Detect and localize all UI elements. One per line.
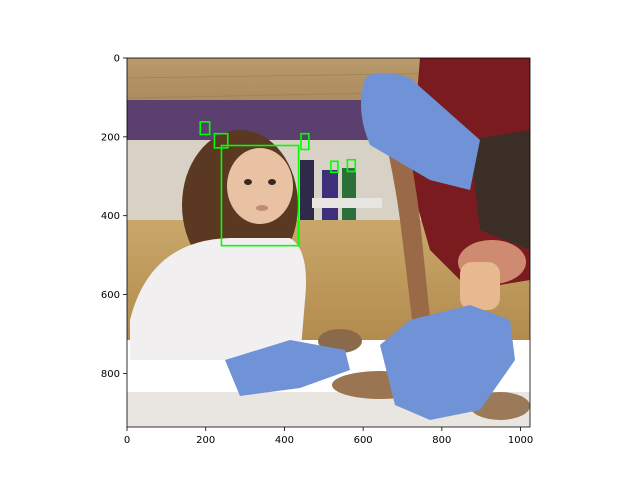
photo (127, 58, 530, 427)
x-tick-label: 0 (124, 435, 130, 446)
dark-sleeve (470, 130, 530, 250)
blue-glove-top (361, 73, 480, 190)
blue-glove-right (380, 305, 515, 420)
detection-box (213, 132, 229, 149)
y-tick-label: 600 (101, 290, 120, 301)
x-tick-label: 400 (275, 435, 294, 446)
head-model (460, 262, 500, 310)
y-tick-label: 200 (101, 132, 120, 143)
detection-box (220, 144, 300, 247)
detection-box (199, 121, 211, 136)
girl-white-shirt (130, 238, 306, 360)
background-person (322, 170, 338, 220)
y-tick-label: 400 (101, 211, 120, 222)
girl-face (227, 148, 293, 224)
x-tick-label: 1000 (508, 435, 533, 446)
x-tick-label: 600 (354, 435, 373, 446)
y-tick-label: 0 (114, 54, 120, 65)
specimen-piece (318, 329, 362, 353)
background-person (342, 168, 356, 220)
background-table (312, 198, 382, 208)
specimen-strand (372, 82, 438, 392)
detection-boxes (199, 121, 357, 247)
background-person (300, 160, 314, 220)
axes-frame (126, 57, 531, 428)
y-tick-label: 800 (101, 369, 120, 380)
detection-box (330, 160, 339, 174)
x-tick-label: 200 (196, 435, 215, 446)
detection-box (300, 132, 310, 151)
blue-glove-left (225, 340, 350, 396)
detection-box (346, 158, 357, 173)
x-tick-label: 800 (432, 435, 451, 446)
y-axis: 0 200 400 600 800 (101, 54, 127, 380)
x-axis: 0 200 400 600 800 1000 (124, 427, 533, 446)
